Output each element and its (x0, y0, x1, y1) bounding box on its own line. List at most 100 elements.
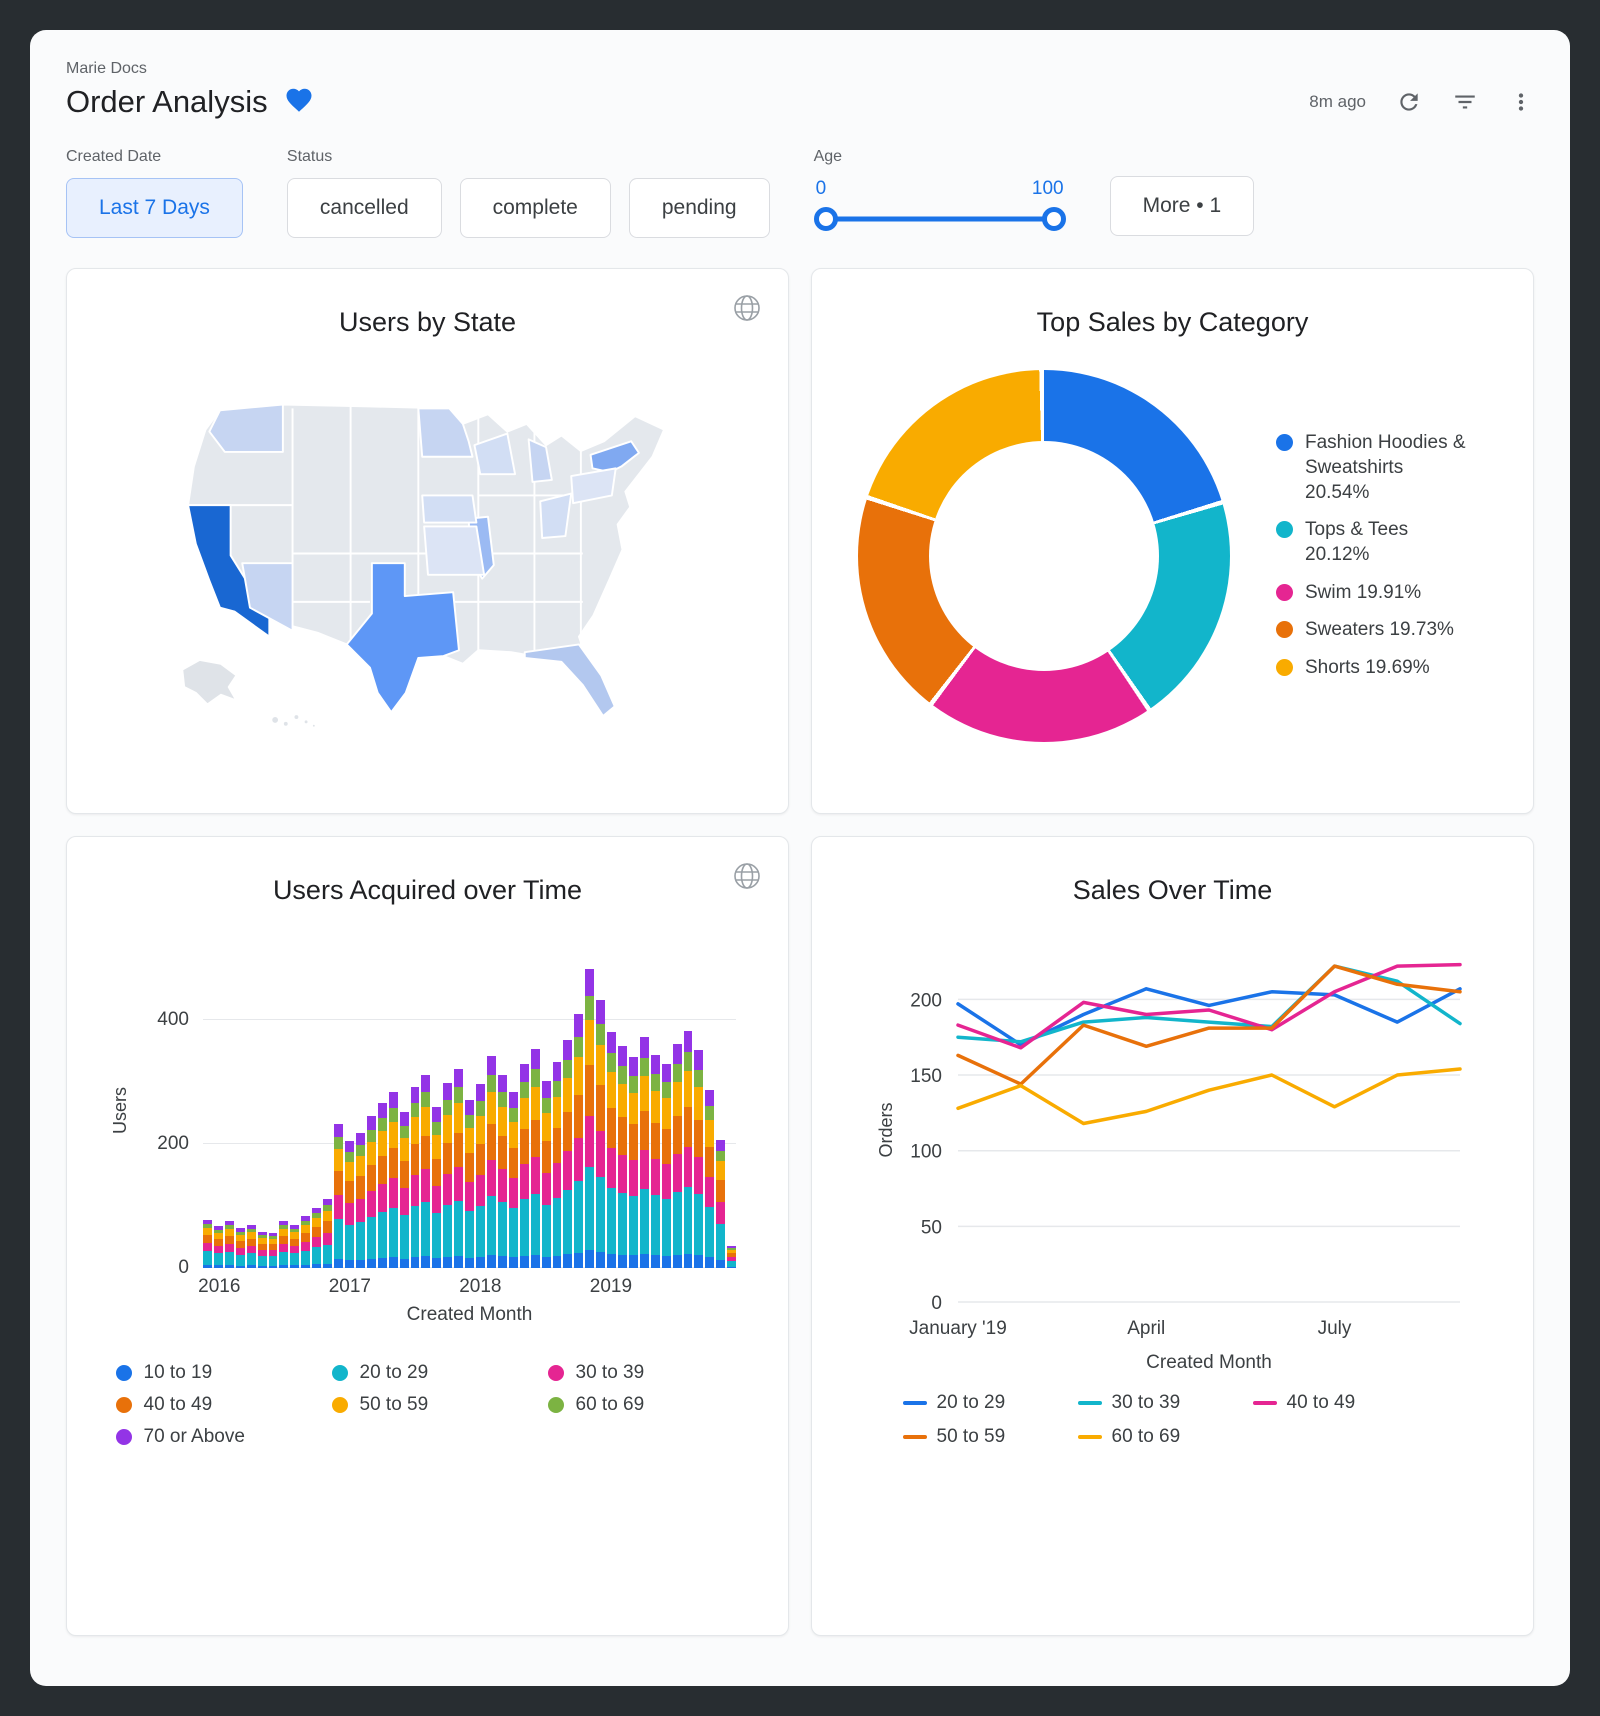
highlighted-states[interactable] (186, 403, 640, 718)
status-option-cancelled[interactable]: cancelled (286, 178, 442, 238)
favorite-heart-icon[interactable] (284, 85, 314, 120)
bar-column[interactable] (639, 1037, 649, 1268)
breadcrumb[interactable]: Marie Docs (66, 60, 147, 77)
bar-column[interactable] (246, 1225, 256, 1268)
legend-item[interactable]: 10 to 19 (115, 1362, 308, 1384)
bar-column[interactable] (399, 1112, 409, 1268)
bar-column[interactable] (672, 1044, 682, 1268)
bar-column[interactable] (716, 1140, 726, 1268)
status-option-pending[interactable]: pending (628, 178, 770, 238)
bar-column[interactable] (388, 1092, 398, 1268)
status-filter: Status cancelled complete pending (286, 148, 770, 238)
legend-label: Sweaters 19.73% (1305, 619, 1454, 641)
bar-column[interactable] (355, 1133, 365, 1268)
legend-label: 40 to 49 (1286, 1392, 1356, 1413)
bar-plot[interactable]: 0 200 400 (157, 958, 737, 1278)
y-axis-label: Orders (876, 1102, 896, 1157)
bar-column[interactable] (290, 1225, 300, 1268)
legend-item[interactable]: 50 to 59 (331, 1394, 524, 1416)
bar-column[interactable] (312, 1208, 322, 1268)
legend-item[interactable]: 20 to 29 (331, 1362, 524, 1384)
legend-item[interactable]: Tops & Tees 20.12% (1276, 518, 1472, 567)
bar-column[interactable] (443, 1083, 453, 1268)
legend-item[interactable]: 60 to 69 (1077, 1426, 1253, 1448)
bar-column[interactable] (344, 1141, 354, 1268)
bar-column[interactable] (650, 1055, 660, 1268)
age-range-slider[interactable] (813, 202, 1066, 236)
bar-column[interactable] (279, 1221, 289, 1268)
bar-column[interactable] (530, 1049, 540, 1268)
line-series[interactable] (955, 964, 1462, 1086)
bar-column[interactable] (661, 1064, 671, 1268)
globe-icon[interactable] (732, 861, 762, 896)
bar-column[interactable] (257, 1232, 267, 1268)
age-slider-track[interactable] (823, 216, 1056, 222)
bar-column[interactable] (203, 1220, 212, 1268)
line-plot[interactable]: 0 50 100 150 200 January '19 April July Created … (868, 930, 1478, 1376)
bar-column[interactable] (224, 1221, 234, 1268)
age-slider-min-handle[interactable] (813, 207, 838, 231)
refresh-icon[interactable] (1396, 89, 1422, 115)
bar-column[interactable] (705, 1090, 715, 1268)
bar-column[interactable] (268, 1233, 278, 1268)
legend-item[interactable]: Fashion Hoodies & Sweatshirts 20.54% (1276, 431, 1472, 505)
bar-column[interactable] (421, 1075, 431, 1268)
bar-column[interactable] (628, 1057, 638, 1268)
us-map[interactable] (128, 360, 728, 747)
legend-item[interactable]: 70 or Above (115, 1426, 308, 1448)
more-options-kebab-icon[interactable] (1508, 89, 1534, 115)
legend-item[interactable]: 40 to 49 (115, 1394, 308, 1416)
legend-item[interactable]: 60 to 69 (547, 1394, 740, 1416)
bar-column[interactable] (694, 1050, 704, 1268)
bar-column[interactable] (618, 1046, 627, 1268)
bar-column[interactable] (541, 1081, 551, 1268)
bar-column[interactable] (235, 1228, 245, 1268)
bar-column[interactable] (377, 1103, 387, 1268)
legend-item[interactable]: 20 to 29 (902, 1392, 1078, 1414)
bar-column[interactable] (508, 1092, 518, 1268)
globe-icon[interactable] (732, 293, 762, 328)
created-date-value-chip[interactable]: Last 7 Days (66, 178, 243, 238)
age-filter: Age 0 100 (813, 148, 1066, 236)
legend-item[interactable]: 50 to 59 (902, 1426, 1078, 1448)
legend-item[interactable]: 30 to 39 (547, 1362, 740, 1384)
bar-column[interactable] (596, 1000, 606, 1268)
bar-column[interactable] (366, 1116, 376, 1268)
state-washington (207, 403, 284, 453)
donut-ring[interactable] (858, 370, 1230, 742)
age-slider-max-handle[interactable] (1041, 207, 1066, 231)
bar-column[interactable] (727, 1246, 737, 1268)
filter-list-icon[interactable] (1452, 89, 1478, 115)
bar-column[interactable] (519, 1064, 529, 1268)
x-tick-label: 2018 (459, 1276, 502, 1297)
bar-column[interactable] (213, 1226, 223, 1268)
legend-item[interactable]: Shorts 19.69% (1276, 656, 1472, 681)
bar-column[interactable] (563, 1040, 573, 1268)
bar-column[interactable] (585, 969, 595, 1268)
bar-column[interactable] (683, 1031, 693, 1268)
bar-column[interactable] (574, 1014, 584, 1268)
legend-item[interactable]: 40 to 49 (1252, 1392, 1428, 1414)
legend-item[interactable]: 30 to 39 (1077, 1392, 1253, 1414)
bar-column[interactable] (552, 1062, 562, 1268)
bar-column[interactable] (301, 1216, 311, 1268)
bar-column[interactable] (432, 1107, 442, 1268)
bar-column[interactable] (497, 1075, 507, 1268)
legend-swatch (115, 1429, 132, 1445)
bar-column[interactable] (465, 1100, 475, 1268)
line-series[interactable] (955, 1067, 1462, 1126)
legend-item[interactable]: Swim 19.91% (1276, 581, 1472, 606)
status-option-complete[interactable]: complete (459, 178, 611, 238)
bar-column[interactable] (454, 1069, 464, 1268)
more-filters-button[interactable]: More • 1 (1109, 176, 1255, 236)
bar-column[interactable] (323, 1199, 333, 1268)
bar-column[interactable] (486, 1056, 496, 1268)
gridline (203, 1019, 736, 1020)
bar-column[interactable] (410, 1087, 420, 1268)
stacked-bars[interactable] (203, 958, 737, 1268)
bar-column[interactable] (334, 1124, 343, 1268)
line-series[interactable] (955, 962, 1462, 1050)
bar-column[interactable] (607, 1032, 617, 1268)
legend-item[interactable]: Sweaters 19.73% (1276, 618, 1472, 643)
bar-column[interactable] (476, 1084, 485, 1268)
